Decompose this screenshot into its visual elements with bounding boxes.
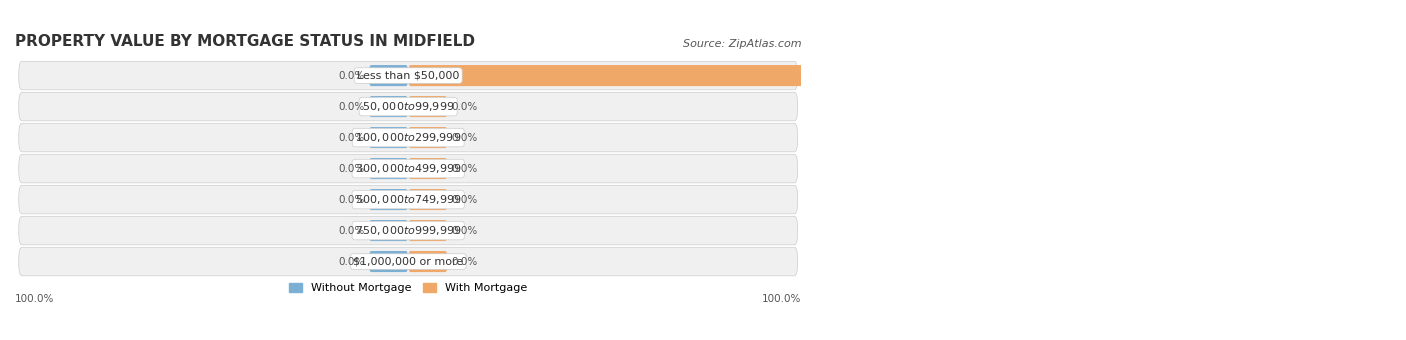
Text: 0.0%: 0.0% (451, 102, 478, 112)
Text: 0.0%: 0.0% (339, 194, 366, 205)
FancyBboxPatch shape (408, 96, 447, 117)
Text: Less than $50,000: Less than $50,000 (357, 71, 460, 81)
FancyBboxPatch shape (408, 220, 447, 241)
Text: 100.0%: 100.0% (1198, 71, 1237, 81)
Legend: Without Mortgage, With Mortgage: Without Mortgage, With Mortgage (284, 278, 531, 298)
FancyBboxPatch shape (18, 216, 797, 245)
FancyBboxPatch shape (408, 189, 447, 210)
Text: 0.0%: 0.0% (451, 164, 478, 174)
Text: 0.0%: 0.0% (339, 133, 366, 142)
Text: 0.0%: 0.0% (451, 194, 478, 205)
FancyBboxPatch shape (18, 123, 797, 152)
Text: $50,000 to $99,999: $50,000 to $99,999 (361, 100, 454, 113)
Text: 0.0%: 0.0% (339, 225, 366, 236)
FancyBboxPatch shape (18, 247, 797, 276)
Text: 100.0%: 100.0% (15, 294, 55, 304)
FancyBboxPatch shape (408, 251, 447, 272)
Text: 0.0%: 0.0% (451, 257, 478, 267)
FancyBboxPatch shape (368, 65, 408, 86)
Text: 0.0%: 0.0% (451, 225, 478, 236)
FancyBboxPatch shape (18, 92, 797, 121)
Text: 0.0%: 0.0% (451, 133, 478, 142)
Text: 0.0%: 0.0% (339, 71, 366, 81)
Text: $1,000,000 or more: $1,000,000 or more (353, 257, 464, 267)
FancyBboxPatch shape (368, 189, 408, 210)
FancyBboxPatch shape (408, 127, 447, 148)
FancyBboxPatch shape (18, 61, 797, 90)
FancyBboxPatch shape (18, 154, 797, 183)
Text: Source: ZipAtlas.com: Source: ZipAtlas.com (683, 39, 801, 49)
FancyBboxPatch shape (368, 220, 408, 241)
FancyBboxPatch shape (368, 96, 408, 117)
Text: 0.0%: 0.0% (339, 102, 366, 112)
FancyBboxPatch shape (408, 158, 447, 179)
Text: 100.0%: 100.0% (762, 294, 801, 304)
FancyBboxPatch shape (368, 251, 408, 272)
Text: $750,000 to $999,999: $750,000 to $999,999 (354, 224, 461, 237)
Text: PROPERTY VALUE BY MORTGAGE STATUS IN MIDFIELD: PROPERTY VALUE BY MORTGAGE STATUS IN MID… (15, 34, 475, 49)
Text: $100,000 to $299,999: $100,000 to $299,999 (354, 131, 461, 144)
FancyBboxPatch shape (18, 185, 797, 214)
Text: $300,000 to $499,999: $300,000 to $499,999 (354, 162, 461, 175)
Text: 0.0%: 0.0% (339, 257, 366, 267)
Text: $500,000 to $749,999: $500,000 to $749,999 (354, 193, 461, 206)
Text: 0.0%: 0.0% (339, 164, 366, 174)
FancyBboxPatch shape (408, 65, 1195, 86)
FancyBboxPatch shape (368, 127, 408, 148)
FancyBboxPatch shape (368, 158, 408, 179)
